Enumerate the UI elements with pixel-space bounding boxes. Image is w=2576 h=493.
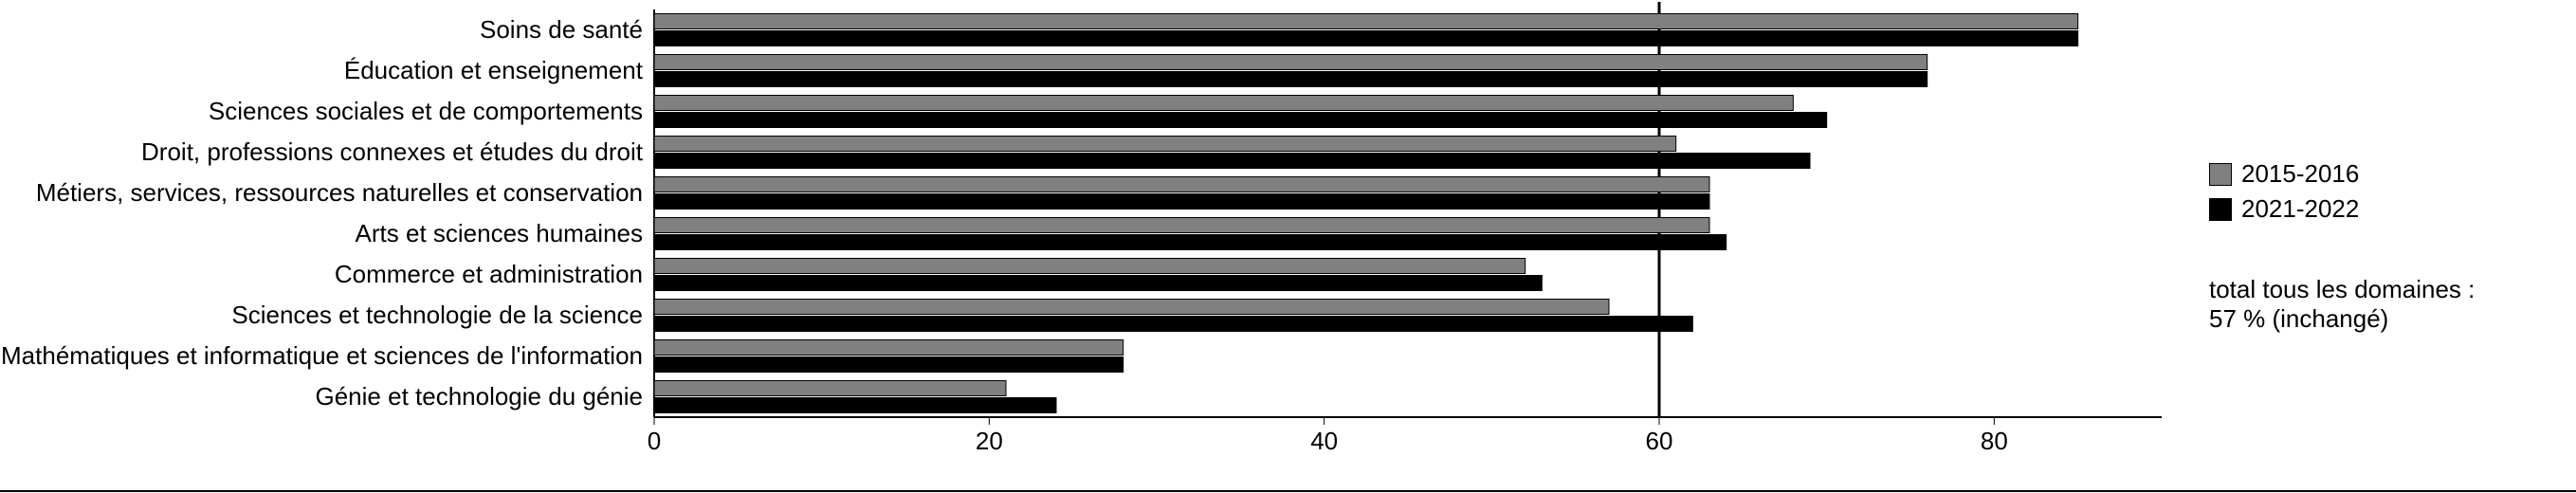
category-label: Sciences et technologie de la science bbox=[231, 301, 643, 330]
x-tick-label: 0 bbox=[648, 427, 661, 456]
legend-item: 2021-2022 bbox=[2209, 194, 2359, 224]
bar bbox=[654, 340, 1124, 356]
chart-legend: 2015-2016 2021-2022 bbox=[2209, 159, 2359, 229]
category-label: Génie et technologie du génie bbox=[316, 382, 644, 411]
bar bbox=[654, 154, 1810, 169]
x-tick-label: 80 bbox=[1981, 427, 2008, 456]
category-label: Droit, professions connexes et études du… bbox=[141, 137, 643, 167]
bar bbox=[654, 194, 1709, 210]
legend-swatch bbox=[2209, 163, 2232, 186]
bar bbox=[654, 14, 2078, 29]
chart-note: total tous les domaines : 57 % (inchangé… bbox=[2209, 275, 2550, 334]
bar bbox=[654, 357, 1124, 373]
category-label: Métiers, services, ressources naturelles… bbox=[36, 178, 643, 208]
x-tick-label: 60 bbox=[1646, 427, 1673, 456]
bar bbox=[654, 55, 1927, 70]
bar bbox=[654, 218, 1709, 233]
legend-label: 2021-2022 bbox=[2241, 194, 2359, 224]
bar bbox=[654, 113, 1827, 128]
category-label: Mathématiques et informatique et science… bbox=[1, 341, 643, 371]
category-label: Sciences sociales et de comportements bbox=[209, 97, 643, 126]
x-tick-label: 40 bbox=[1310, 427, 1338, 456]
bar bbox=[654, 276, 1542, 291]
bar bbox=[654, 259, 1526, 274]
category-label: Commerce et administration bbox=[335, 260, 643, 289]
bar bbox=[654, 300, 1609, 315]
chart-container: 0 20 40 60 80 Soins de santé Éducation et ense… bbox=[0, 0, 2576, 493]
bar bbox=[654, 31, 2078, 46]
x-tick-label: 20 bbox=[976, 427, 1003, 456]
bar bbox=[654, 235, 1726, 250]
legend-item: 2015-2016 bbox=[2209, 159, 2359, 189]
bar bbox=[654, 96, 1793, 111]
category-label: Éducation et enseignement bbox=[344, 56, 643, 85]
legend-swatch bbox=[2209, 198, 2232, 221]
bar bbox=[654, 398, 1056, 413]
chart-note-line2: 57 % (inchangé) bbox=[2209, 304, 2550, 334]
legend-label: 2015-2016 bbox=[2241, 159, 2359, 189]
bar bbox=[654, 137, 1676, 152]
bar bbox=[654, 177, 1709, 192]
bar bbox=[654, 317, 1692, 332]
bar bbox=[654, 72, 1927, 87]
bar bbox=[654, 381, 1006, 396]
chart-note-line1: total tous les domaines : bbox=[2209, 275, 2550, 304]
category-label: Arts et sciences humaines bbox=[356, 219, 643, 248]
category-label: Soins de santé bbox=[480, 15, 643, 45]
